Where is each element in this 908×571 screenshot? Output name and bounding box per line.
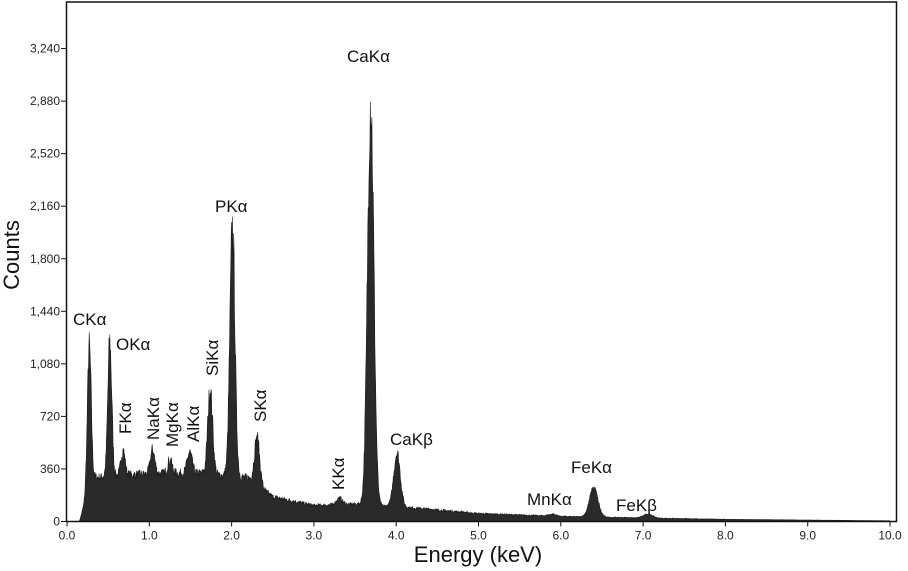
x-tick-label: 10.0 xyxy=(878,529,902,543)
x-axis-title: Energy (keV) xyxy=(414,542,542,567)
peak-label-mgk: MgKα xyxy=(163,402,182,447)
y-tick-label: 720 xyxy=(40,409,60,423)
peak-label-alk: AlKα xyxy=(184,406,203,442)
y-tick-label: 1,440 xyxy=(30,304,60,318)
peak-label-fek: FeKα xyxy=(571,458,612,477)
y-tick-label: 2,160 xyxy=(30,199,60,213)
peak-label-cak: CaKα xyxy=(347,47,390,66)
x-tick-label: 6.0 xyxy=(552,529,569,543)
peak-label-sk: SKα xyxy=(251,389,270,422)
x-tick-label: 3.0 xyxy=(306,529,323,543)
x-tick-label: 8.0 xyxy=(717,529,734,543)
peak-label-ok: OKα xyxy=(116,335,151,354)
x-tick-label: 4.0 xyxy=(388,529,405,543)
y-axis-title: Counts xyxy=(0,220,24,290)
peak-label-ck: CKα xyxy=(73,310,107,329)
y-tick-label: 2,880 xyxy=(30,94,60,108)
peak-label-mnk: MnKα xyxy=(527,490,572,509)
y-tick-label: 2,520 xyxy=(30,147,60,161)
peak-label-kk: KKα xyxy=(329,457,348,490)
plot-frame xyxy=(65,1,898,523)
x-tick-label: 7.0 xyxy=(635,529,652,543)
y-tick-label: 3,240 xyxy=(30,42,60,56)
y-tick-label: 360 xyxy=(40,462,60,476)
x-tick-label: 2.0 xyxy=(223,529,240,543)
peak-label-fk: FKα xyxy=(116,402,135,434)
y-tick-label: 1,080 xyxy=(30,357,60,371)
peak-label-sik: SiKα xyxy=(203,340,222,376)
y-tick-label: 1,800 xyxy=(30,252,60,266)
x-tick-label: 1.0 xyxy=(141,529,158,543)
y-tick-label: 0 xyxy=(53,515,60,529)
peak-label-pk: PKα xyxy=(215,197,248,216)
spectrum-area xyxy=(78,101,891,522)
peak-label-fek: FeKβ xyxy=(616,496,657,515)
x-tick-label: 0.0 xyxy=(59,529,76,543)
x-tick-label: 5.0 xyxy=(470,529,487,543)
peak-label-cak: CaKβ xyxy=(390,430,433,449)
x-tick-label: 9.0 xyxy=(799,529,816,543)
peak-label-nak: NaKα xyxy=(144,397,163,440)
